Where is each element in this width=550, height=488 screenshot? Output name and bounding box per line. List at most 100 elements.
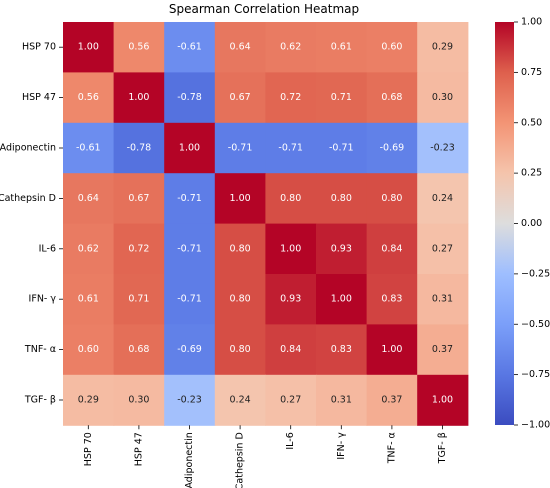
- cell-value-tgf-adiponectin: -0.23: [177, 395, 202, 406]
- column-label-hsp-47: HSP 47: [133, 432, 144, 466]
- cell-value-hsp-47-ifn: 0.71: [331, 92, 352, 103]
- cell-value-cathepsin-d-il-6: 0.80: [280, 193, 301, 204]
- column-label-tnf: TNF- α: [386, 432, 397, 464]
- heatmap-cell-hsp-47-il-6: [265, 72, 317, 124]
- heatmap-cell-adiponectin-tnf: [366, 122, 418, 174]
- column-label-ifn: IFN- γ: [336, 432, 347, 460]
- cell-value-il-6-ifn: 0.93: [331, 243, 352, 254]
- heatmap-cell-cathepsin-d-hsp-47: [113, 173, 165, 225]
- colorbar-ticks: 1.00 0.75 0.50 0.25 0.00 −0.25 −0.50 −0.75 −1.00: [514, 17, 550, 431]
- column-label-adiponectin: Adiponectin: [184, 432, 195, 488]
- heatmap-cell-il-6-hsp-70: [63, 223, 115, 275]
- cell-value-il-6-cathepsin-d: 0.80: [230, 243, 251, 254]
- cell-value-ifn-cathepsin-d: 0.80: [230, 294, 251, 305]
- heatmap-cell-hsp-47-hsp-47: [113, 72, 165, 124]
- heatmap-cell-adiponectin-ifn: [316, 122, 368, 174]
- heatmap-cell-ifn-tgf: [417, 274, 469, 325]
- heatmap-cell-il-6-tnf: [366, 223, 418, 275]
- cell-value-cathepsin-d-adiponectin: -0.71: [177, 193, 202, 204]
- colorbar-tick-label: 0.50: [521, 117, 542, 128]
- cell-value-hsp-70-cathepsin-d: 0.64: [230, 42, 251, 53]
- cell-value-tgf-tgf: 1.00: [432, 395, 453, 406]
- colorbar-tick-label: −0.25: [521, 268, 550, 279]
- heatmap-cell-tnf-cathepsin-d: [214, 324, 266, 376]
- cell-value-ifn-ifn: 1.00: [331, 294, 352, 305]
- row-tick-labels: HSP 70 HSP 47 Adiponectin Cathepsin D IL-6 IF…: [0, 42, 63, 406]
- heatmap-cell-tgf-adiponectin: [164, 374, 216, 426]
- heatmap-cell-hsp-70-cathepsin-d: [214, 22, 266, 73]
- column-label-tgf: TGF- β: [437, 432, 448, 464]
- cell-value-hsp-47-tgf: 0.30: [432, 92, 453, 103]
- column-label-hsp-70: HSP 70: [83, 432, 94, 466]
- cell-value-adiponectin-hsp-47: -0.78: [127, 143, 152, 154]
- heatmap-cell-hsp-70-adiponectin: [164, 22, 216, 73]
- row-label-hsp-70: HSP 70: [22, 42, 56, 53]
- row-label-il-6: IL-6: [39, 243, 56, 254]
- heatmap-cell-hsp-70-tgf: [417, 22, 469, 73]
- cell-value-tgf-il-6: 0.27: [280, 395, 301, 406]
- row-label-adiponectin: Adiponectin: [0, 143, 56, 154]
- heatmap-cell-adiponectin-adiponectin: [164, 122, 216, 174]
- heatmap-cell-tnf-hsp-70: [63, 324, 115, 376]
- heatmap-cell-tgf-tgf: [417, 374, 469, 426]
- cell-value-hsp-70-adiponectin: -0.61: [177, 42, 202, 53]
- heatmap-cell-ifn-ifn: [316, 274, 368, 325]
- heatmap-cell-tnf-il-6: [265, 324, 317, 376]
- heatmap-cell-hsp-47-ifn: [316, 72, 368, 124]
- colorbar-tick-label: 0.25: [521, 168, 542, 179]
- cell-value-tnf-ifn: 0.83: [331, 344, 352, 355]
- heatmap-cell-hsp-70-il-6: [265, 22, 317, 73]
- cell-value-il-6-hsp-47: 0.72: [128, 243, 149, 254]
- cell-value-il-6-tgf: 0.27: [432, 243, 453, 254]
- heatmap-cell-ifn-hsp-70: [63, 274, 115, 325]
- colorbar-tick-label: −0.75: [521, 369, 550, 380]
- heatmap-cell-hsp-47-tgf: [417, 72, 469, 124]
- cell-value-tgf-hsp-47: 0.30: [128, 395, 149, 406]
- column-label-cathepsin-d: Cathepsin D: [235, 432, 246, 488]
- cell-value-il-6-hsp-70: 0.62: [78, 243, 99, 254]
- cell-value-tnf-adiponectin: -0.69: [177, 344, 202, 355]
- cell-value-tnf-tgf: 0.37: [432, 344, 453, 355]
- heatmap-cell-il-6-hsp-47: [113, 223, 165, 275]
- row-label-ifn: IFN- γ: [29, 294, 57, 305]
- heatmap-cell-tgf-tnf: [366, 374, 418, 426]
- cell-value-cathepsin-d-hsp-47: 0.67: [128, 193, 149, 204]
- cell-value-hsp-47-hsp-47: 1.00: [128, 92, 149, 103]
- heatmap-cell-hsp-47-tnf: [366, 72, 418, 124]
- heatmap-cell-hsp-47-cathepsin-d: [214, 72, 266, 124]
- heatmap-cell-hsp-70-ifn: [316, 22, 368, 73]
- heatmap-cell-il-6-ifn: [316, 223, 368, 275]
- heatmap-cell-hsp-70-hsp-47: [113, 22, 165, 73]
- cell-value-ifn-hsp-70: 0.61: [78, 294, 99, 305]
- cell-value-adiponectin-tnf: -0.69: [380, 143, 405, 154]
- row-label-cathepsin-d: Cathepsin D: [0, 193, 56, 204]
- row-label-hsp-47: HSP 47: [22, 92, 56, 103]
- cell-value-tnf-cathepsin-d: 0.80: [230, 344, 251, 355]
- cell-value-hsp-70-ifn: 0.61: [331, 42, 352, 53]
- cell-value-hsp-70-hsp-47: 0.56: [128, 42, 149, 53]
- cell-value-hsp-47-cathepsin-d: 0.67: [230, 92, 251, 103]
- heatmap-cells: [63, 22, 469, 426]
- heatmap-cell-tgf-ifn: [316, 374, 368, 426]
- cell-value-tnf-il-6: 0.84: [280, 344, 301, 355]
- cell-value-ifn-tnf: 0.83: [381, 294, 402, 305]
- cell-value-hsp-70-tgf: 0.29: [432, 42, 453, 53]
- cell-value-hsp-47-il-6: 0.72: [280, 92, 301, 103]
- cell-value-hsp-47-adiponectin: -0.78: [177, 92, 202, 103]
- heatmap-cell-cathepsin-d-hsp-70: [63, 173, 115, 225]
- heatmap-cell-ifn-cathepsin-d: [214, 274, 266, 325]
- cell-value-adiponectin-hsp-70: -0.61: [76, 143, 101, 154]
- cell-value-cathepsin-d-hsp-70: 0.64: [78, 193, 99, 204]
- cell-value-tgf-tnf: 0.37: [381, 395, 402, 406]
- cell-value-tnf-hsp-70: 0.60: [78, 344, 99, 355]
- heatmap-cell-cathepsin-d-il-6: [265, 173, 317, 225]
- cell-value-ifn-il-6: 0.93: [280, 294, 301, 305]
- heatmap-cell-tnf-ifn: [316, 324, 368, 376]
- cell-value-il-6-il-6: 1.00: [280, 243, 301, 254]
- heatmap-cell-il-6-cathepsin-d: [214, 223, 266, 275]
- heatmap-cell-adiponectin-tgf: [417, 122, 469, 174]
- cell-value-adiponectin-tgf: -0.23: [430, 143, 455, 154]
- colorbar-tick-label: −0.50: [521, 319, 550, 330]
- cell-value-hsp-70-il-6: 0.62: [280, 42, 301, 53]
- heatmap-cell-tgf-hsp-70: [63, 374, 115, 426]
